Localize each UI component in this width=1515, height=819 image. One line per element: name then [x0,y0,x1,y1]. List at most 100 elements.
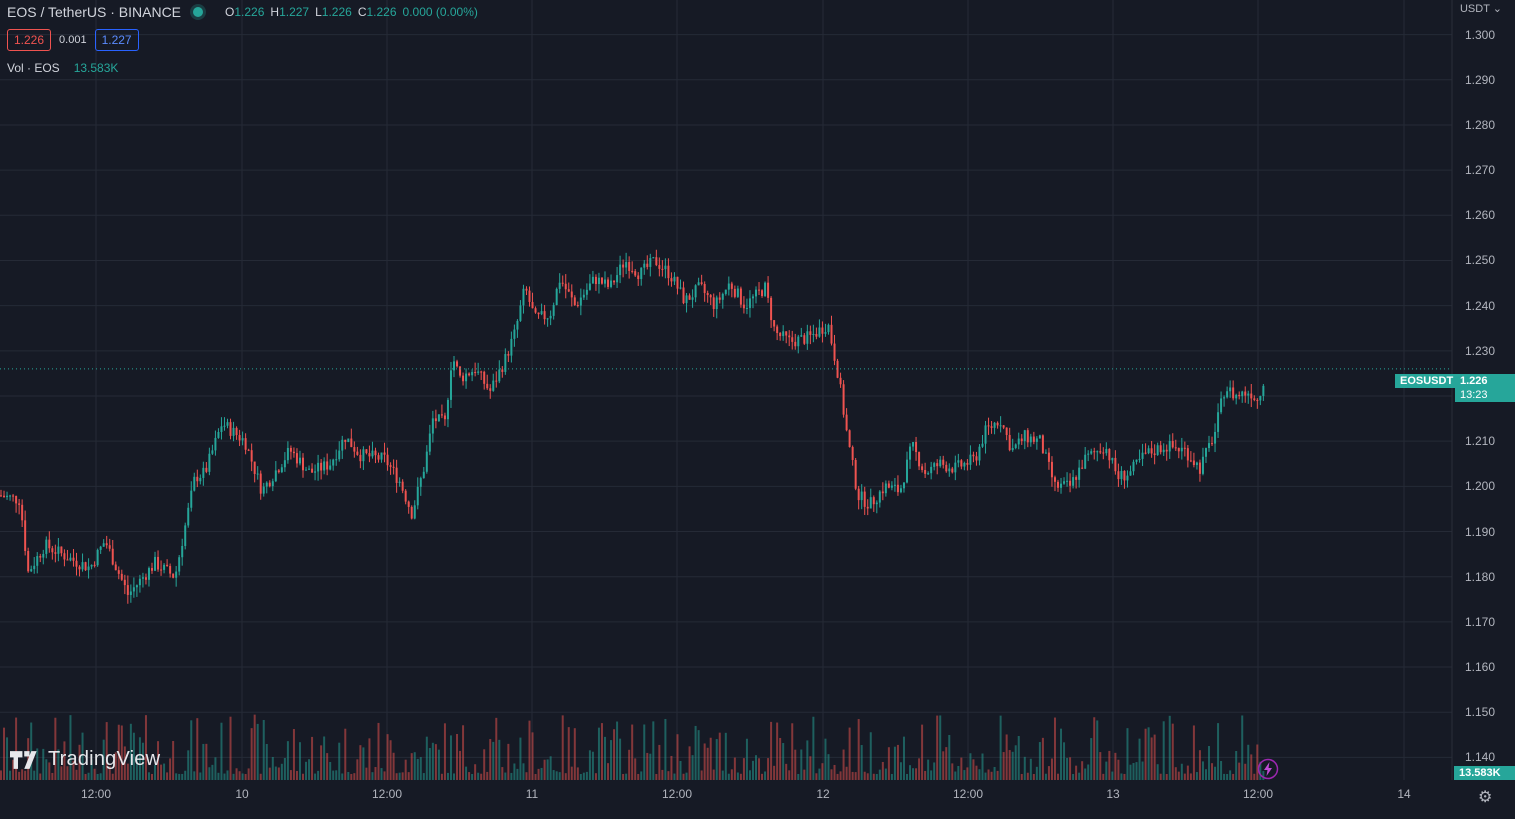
candle-body [764,282,767,296]
candle-body [836,360,839,378]
volume-bar [1159,773,1162,780]
candle-body [474,372,477,374]
candle-body [788,335,791,338]
volume-bar [513,763,516,780]
volume-bar [890,773,893,780]
candlestick-series [0,249,1265,604]
candle-body [413,505,416,519]
volume-bar [172,741,175,780]
volume-bar [742,758,745,780]
candle-body [960,460,963,467]
volume-bar [205,743,208,780]
volume-bar [1256,744,1259,780]
volume-bar [501,767,504,780]
volume-bar [141,742,144,780]
candle-body [652,257,655,259]
candle-body [1223,397,1226,399]
candle-body [685,295,688,304]
candle-body [214,437,217,451]
candle-body [682,287,685,304]
volume-bar [809,756,812,780]
candle-body [591,276,594,284]
candle-body [782,331,785,337]
market-status-icon[interactable] [193,7,204,17]
volume-bar [18,771,21,780]
candle-body [857,488,860,501]
volume-legend[interactable]: Vol · EOS 13.583K [7,61,118,75]
volume-bar [477,772,480,780]
candle-body [117,570,120,574]
candle-body [138,578,141,586]
candle-body [755,289,757,297]
candle-body [727,283,730,290]
candle-body [1087,453,1090,455]
volume-bar [462,725,465,780]
candle-body [1072,477,1075,486]
volume-bar [597,727,600,780]
candle-body [993,422,996,428]
symbol-title[interactable]: EOS / TetherUS · BINANCE [7,4,182,20]
volume-bar [87,772,90,780]
volume-bar [317,770,320,780]
candle-body [640,267,643,280]
candle-body [120,573,123,580]
candle-body [1020,438,1023,442]
volume-bar [848,727,851,780]
volume-bar [700,770,703,780]
volume-bar [138,737,141,780]
volume-bar [81,732,84,780]
volume-bar [881,761,884,780]
volume-bar [667,771,670,780]
volume-bar [453,773,455,780]
volume-bar [715,739,718,780]
volume-bar [157,741,160,780]
volume-bar [824,738,827,780]
volume-bar [634,758,637,780]
candle-body [655,257,658,266]
volume-bar [851,771,854,780]
volume-bar [241,773,244,780]
candle-body [770,297,773,321]
candle-body [30,569,33,572]
currency-selector[interactable]: USDT ⌄ [1460,2,1502,15]
candle-body [129,591,132,595]
tradingview-logo[interactable]: TradingView [10,748,160,771]
volume-bar [350,773,353,780]
candle-body [918,452,921,467]
volume-bar [845,766,848,780]
spread-value: 0.001 [59,34,87,46]
buy-button[interactable]: 1.227 [94,29,139,51]
candle-body [1050,461,1053,478]
candle-body [344,439,347,442]
volume-bar [60,766,63,780]
volume-bar [1235,750,1238,780]
candle-body [649,258,652,267]
volume-bar [1011,751,1014,780]
candle-body [123,579,126,586]
volume-bar [163,763,166,780]
candle-body [6,495,9,498]
candle-body [365,449,368,454]
volume-bar [1111,771,1114,780]
sell-button[interactable]: 1.226 [7,29,52,51]
candle-body [742,304,745,309]
candle-body [1081,467,1084,469]
candle-body [745,307,748,309]
volume-bar [3,727,6,780]
candle-body [706,293,709,296]
lightning-icon[interactable] [1257,758,1279,780]
volume-bar [1026,772,1029,780]
candle-body [966,462,969,465]
candle-body [477,371,480,373]
candle-body [1084,454,1087,469]
candle-body [196,476,199,482]
candle-body [546,318,549,320]
time-tick-label: 12 [816,787,830,801]
candle-body [1047,452,1050,462]
settings-gear-icon[interactable]: ⚙ [1478,789,1493,806]
volume-bar [277,767,280,780]
volume-bar [238,771,241,780]
volume-bar [679,761,682,780]
candle-body [990,426,993,428]
